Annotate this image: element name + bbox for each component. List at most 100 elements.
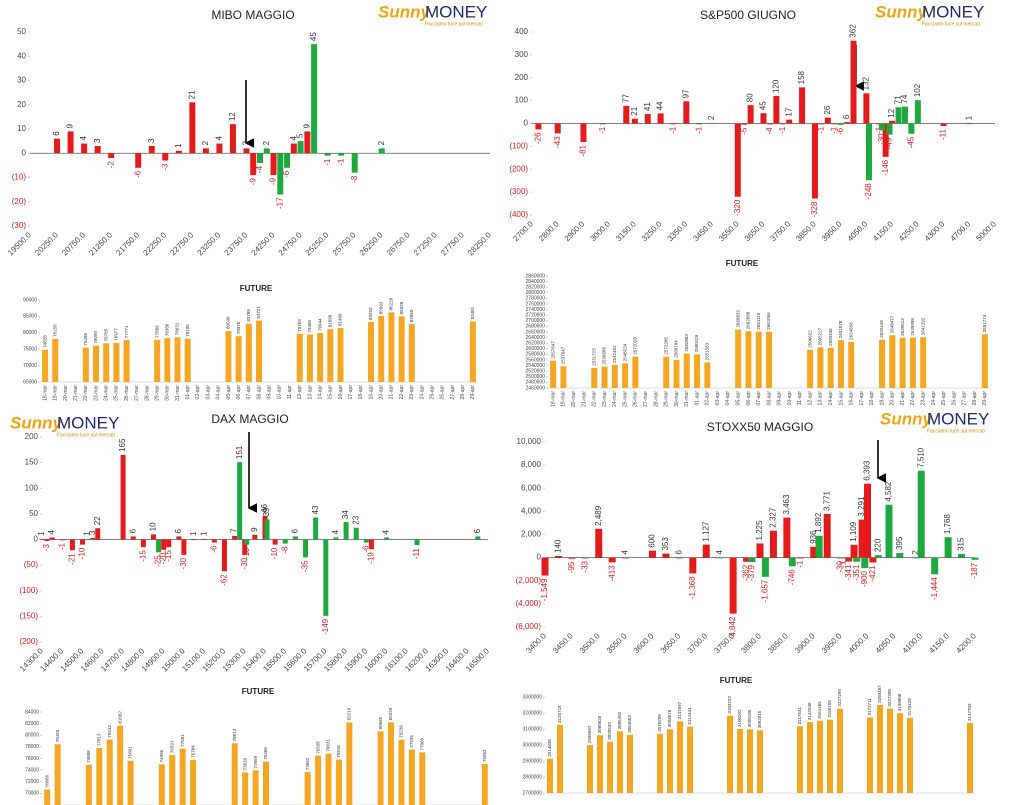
y-tick-label: 3100000 [523,726,543,732]
data-label: 2651774 [982,314,987,332]
x-tick-label: 29-mar [154,385,160,401]
y-tick-label: 10,000 [517,437,542,446]
bar [408,324,415,382]
x-tick-label: 27750.0 [439,230,466,257]
data-label: 2572205 [663,337,668,355]
x-tick-label: 18-mar [550,391,556,407]
data-label: 12 [228,112,237,121]
data-label: -8 [350,175,359,183]
bar [557,724,563,793]
bar [895,107,902,124]
bar [874,555,882,558]
bar [54,744,61,805]
data-label: 2624658 [848,322,853,340]
y-tick-label: (100) [19,586,38,595]
data-label: 81662 [117,711,122,724]
data-label: 6 [174,528,183,533]
data-label: -26 [534,132,543,144]
x-tick-label: 3550.0 [605,631,629,655]
data-label: -379 [747,564,756,581]
x-tick-label: 3400.0 [524,631,548,655]
x-tick-label: 18-apr [869,391,875,406]
bar [670,123,677,125]
x-tick-label: 21-mar [581,391,587,407]
bar [745,331,752,388]
data-label: -15 [138,550,147,562]
y-tick-label: 2620000 [526,341,546,347]
bar [232,535,238,540]
bar [333,537,339,540]
data-label: -6 [133,170,142,178]
data-label: -17 [275,197,284,209]
data-label: 2582883 [684,334,689,352]
bar [306,334,313,382]
bar [162,153,169,161]
chart-title: MIBO MAGGIO [211,8,294,22]
data-label: 74996 [159,749,164,762]
bar [981,334,988,388]
bar [327,329,334,382]
x-tick-label: 17-apr [859,391,865,406]
bar [786,119,793,124]
y-tick-label: 2800000 [526,290,546,296]
chart-title: FUTURE [726,259,759,268]
bar [611,364,618,388]
y-tick-label: 72000 [25,779,39,785]
data-label: -1 [57,542,66,550]
bar [237,462,243,540]
data-label: -43 [553,136,562,148]
data-label: 86228 [389,297,394,310]
bar [560,366,567,388]
x-tick-label: 3900.0 [793,631,817,655]
logo-word: MONEY [425,2,487,21]
x-tick-label: 3950.0 [820,219,844,243]
bar [408,749,415,805]
x-tick-label: 04-apr [725,391,731,406]
bar [811,123,818,199]
x-tick-label: 24750.0 [277,230,304,257]
data-label: 3085482 [617,711,622,729]
bar [760,113,767,124]
bar [263,148,270,154]
data-label: 1 [83,531,92,536]
bar [886,123,893,135]
y-tick-label: 2780000 [526,296,546,302]
y-tick-label: 2640000 [526,335,546,341]
bar [135,153,142,168]
bar [103,343,110,382]
bar [657,113,664,124]
y-tick-label: 90000 [23,297,37,303]
bar [353,527,359,540]
bar [69,539,75,551]
y-tick-label: 2800000 [523,774,543,780]
data-label: 3064053 [627,715,632,733]
x-tick-label: 01-apr [694,391,700,406]
x-tick-label: 03-apr [715,391,721,406]
bar [39,538,45,540]
data-label: -5 [739,127,748,135]
logo: Sunny MONEY Facciamo luce sui mercati [875,2,984,27]
bar [252,770,259,805]
x-tick-label: 10-apr [787,391,793,406]
bar [858,519,866,558]
bar [823,514,831,558]
data-label: 4 [215,136,224,141]
data-label: 3151465 [817,701,822,719]
data-label: -35 [301,560,310,572]
bar [799,87,806,124]
bar [216,143,223,154]
data-label: 23 [351,515,360,524]
bar [52,338,59,382]
bar [282,539,288,544]
y-tick-label: 2540000 [526,363,546,369]
x-tick-label: 18-apr [358,385,364,400]
data-label: -33 [580,560,589,572]
logo-tagline: Facciamo luce sui mercati [927,428,985,434]
bar [388,312,395,382]
bar [113,342,120,382]
data-label: 3117541 [797,707,802,725]
x-tick-label: 02-apr [705,391,711,406]
data-label: 77 [621,93,630,102]
bar [117,725,124,805]
bar [211,539,217,543]
